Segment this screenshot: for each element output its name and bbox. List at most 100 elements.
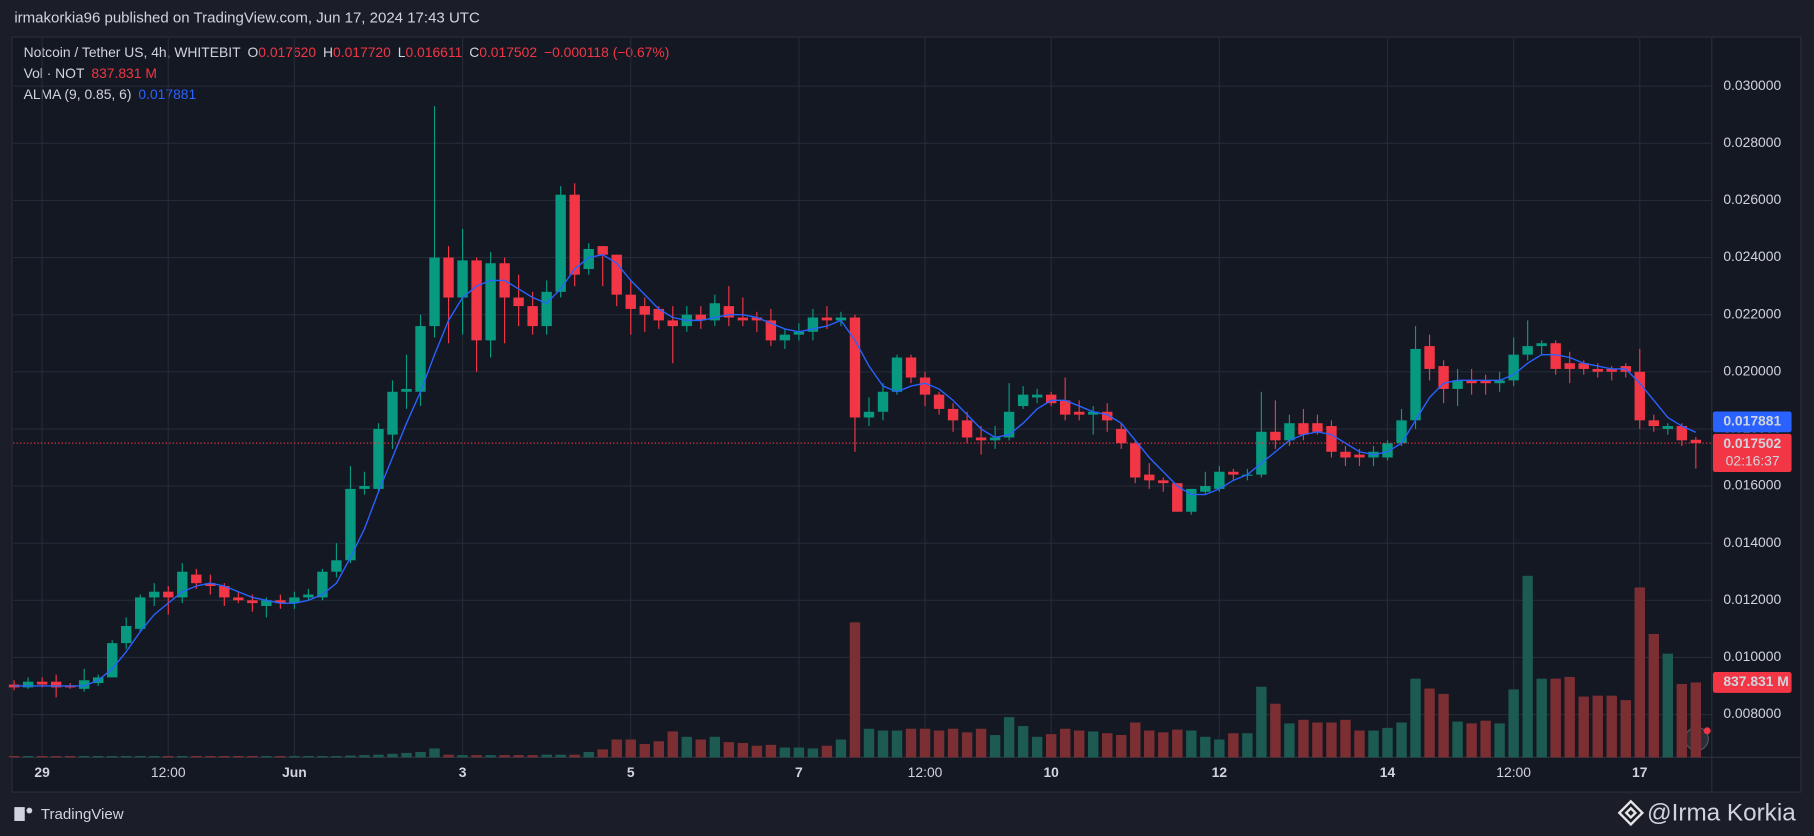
countdown-label: 02:16:37 xyxy=(1726,452,1780,468)
candle-body xyxy=(1186,488,1197,512)
volume-bar xyxy=(78,756,90,758)
candle-body xyxy=(1522,346,1533,355)
candle-body xyxy=(1158,480,1169,484)
volume-bar xyxy=(1578,696,1589,758)
volume-bar xyxy=(569,754,580,758)
volume-bar xyxy=(429,748,440,758)
volume-bar xyxy=(1003,717,1015,758)
brand-name: TradingView xyxy=(41,806,124,823)
candle-body xyxy=(50,681,62,688)
candle-body xyxy=(1634,371,1645,421)
volume-bar xyxy=(387,753,398,758)
x-tick-label: 12:00 xyxy=(908,764,943,780)
candle-body xyxy=(765,320,777,341)
volume-bar xyxy=(1368,730,1379,758)
candle-body xyxy=(205,583,216,587)
volume-bar xyxy=(1466,723,1477,758)
candle-body xyxy=(1410,348,1421,421)
volume-bar xyxy=(821,745,833,758)
candle-body xyxy=(639,306,650,315)
candle-body xyxy=(1340,451,1351,458)
volume-bar xyxy=(1382,727,1393,758)
candle-body xyxy=(821,317,833,321)
volume-bar xyxy=(709,736,721,758)
candle-body xyxy=(429,257,440,327)
volume-bar xyxy=(1550,678,1561,758)
volume-bar xyxy=(303,756,314,758)
candle-body xyxy=(1480,380,1491,384)
ohlc-key: H xyxy=(323,44,333,60)
volume-bar xyxy=(597,749,608,758)
volume-bar xyxy=(611,739,622,758)
volume-bar xyxy=(1690,682,1702,758)
candle-body xyxy=(8,684,20,688)
ohlc-value: 0.017620 xyxy=(258,44,316,60)
candle-body xyxy=(919,377,931,395)
candle-body xyxy=(1031,394,1043,398)
candle-body xyxy=(247,600,258,604)
volume-label: 837.831 M xyxy=(1723,673,1789,689)
y-tick-label: 0.022000 xyxy=(1723,305,1781,321)
candle-body xyxy=(1676,426,1688,441)
volume-bar xyxy=(415,752,426,758)
volume-bar xyxy=(1073,730,1085,758)
candle-body xyxy=(78,680,90,689)
volume-bar xyxy=(1592,695,1603,758)
candle-body xyxy=(989,437,1001,441)
volume-bar xyxy=(1648,633,1659,758)
candle-body xyxy=(1017,394,1029,407)
volume-bar xyxy=(331,756,342,758)
y-tick-label: 0.030000 xyxy=(1723,77,1781,93)
volume-bar xyxy=(765,744,777,758)
volume-bar xyxy=(22,756,34,758)
candle-body xyxy=(121,625,132,644)
candle-body xyxy=(863,411,875,418)
volume-bar xyxy=(583,752,594,758)
candle-body xyxy=(933,394,945,409)
candle-body xyxy=(289,597,300,604)
volume-bar xyxy=(1340,719,1351,758)
volume-bar xyxy=(541,754,552,758)
x-tick-label: 12:00 xyxy=(1496,764,1531,780)
volume-bar xyxy=(933,730,945,758)
x-tick-label: 12 xyxy=(1212,764,1228,780)
volume-bar xyxy=(1326,722,1337,758)
candle-body xyxy=(1536,343,1547,347)
candle-body xyxy=(64,685,76,688)
candle-body xyxy=(807,317,819,332)
volume-bar xyxy=(359,755,370,758)
symbol-legend: Notcoin / Tether US, 4h, WHITEBIT O0.0176… xyxy=(24,44,670,60)
volume-bar xyxy=(92,756,104,758)
volume-bar xyxy=(1228,733,1239,758)
volume-bar xyxy=(233,756,244,758)
volume-bar xyxy=(317,756,328,758)
candle-body xyxy=(1144,474,1155,481)
candle-body xyxy=(1256,431,1267,475)
chart-panel xyxy=(11,36,1802,793)
candle-body xyxy=(1494,380,1505,384)
volume-bar xyxy=(1354,730,1365,758)
ohlc-key: O xyxy=(247,44,258,60)
candle-body xyxy=(1648,420,1659,427)
volume-bar xyxy=(205,756,216,758)
volume-bar xyxy=(1522,575,1533,758)
brand-logo xyxy=(26,807,33,814)
change-value: −0.000118 (−0.67%) xyxy=(544,44,669,60)
volume-value: 837.831 M xyxy=(91,65,157,81)
volume-bar xyxy=(1116,735,1127,758)
volume-bar xyxy=(667,731,678,758)
x-tick-label: Jun xyxy=(282,764,307,780)
alma-price-label: 0.017881 xyxy=(1723,413,1781,429)
volume-bar xyxy=(135,756,146,758)
candle-body xyxy=(1228,471,1239,475)
candle-body xyxy=(1396,420,1407,444)
candle-body xyxy=(583,248,594,269)
volume-bar xyxy=(975,728,987,758)
volume-bar xyxy=(1634,587,1645,758)
volume-bar xyxy=(1200,736,1211,758)
last-price-box xyxy=(1712,433,1792,473)
candle-body xyxy=(219,586,230,598)
ohlc-value: 0.017502 xyxy=(479,44,537,60)
candle-body xyxy=(1003,411,1015,438)
